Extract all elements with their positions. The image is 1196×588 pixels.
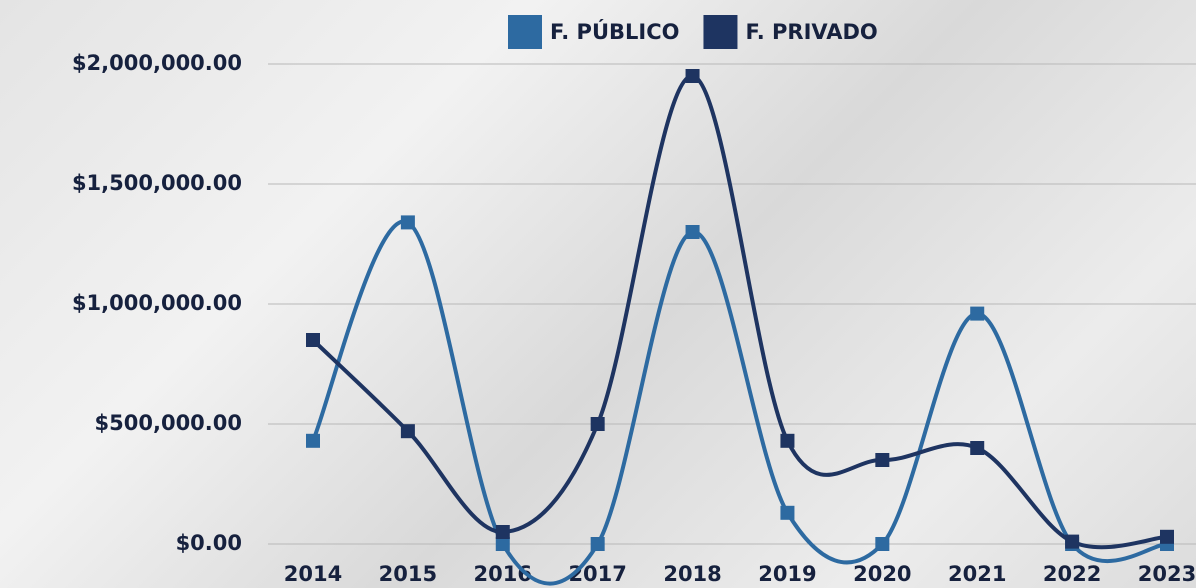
point-marker <box>306 333 320 347</box>
x-tick-label: 2019 <box>758 562 816 586</box>
x-tick-label: 2018 <box>663 562 721 586</box>
y-tick-label: $0.00 <box>176 531 242 555</box>
legend-swatch <box>703 15 738 49</box>
x-tick-label: 2023 <box>1138 562 1196 586</box>
x-tick-label: 2017 <box>568 562 626 586</box>
y-tick-label: $1,500,000.00 <box>72 171 242 195</box>
point-marker <box>685 225 700 239</box>
legend-swatch <box>508 15 542 49</box>
point-marker <box>685 69 700 83</box>
point-marker <box>1160 529 1174 544</box>
point-marker <box>306 433 320 448</box>
legend-label: F. PÚBLICO <box>550 19 679 44</box>
point-marker <box>780 505 795 520</box>
legend-label: F. PRIVADO <box>745 20 877 44</box>
point-marker <box>875 453 890 467</box>
point-marker <box>400 424 415 439</box>
point-marker <box>970 306 985 321</box>
point-marker <box>495 525 510 539</box>
point-marker <box>875 537 890 551</box>
point-marker <box>590 417 605 431</box>
x-tick-label: 2014 <box>284 562 342 586</box>
y-tick-label: $500,000.00 <box>95 411 242 435</box>
x-tick-label: 2021 <box>948 562 1006 586</box>
point-marker <box>780 433 795 448</box>
point-marker <box>1065 534 1080 549</box>
point-marker <box>495 537 510 551</box>
x-tick-label: 2015 <box>379 562 437 586</box>
y-tick-label: $1,000,000.00 <box>72 291 242 315</box>
point-marker <box>590 537 605 551</box>
y-tick-label: $2,000,000.00 <box>72 51 242 75</box>
point-marker <box>400 215 415 230</box>
series-line <box>311 73 1168 550</box>
series-line <box>311 219 1168 586</box>
x-tick-label: 2020 <box>853 562 911 586</box>
point-marker <box>970 441 985 455</box>
x-tick-label: 2016 <box>474 562 532 586</box>
x-tick-label: 2022 <box>1043 562 1101 586</box>
